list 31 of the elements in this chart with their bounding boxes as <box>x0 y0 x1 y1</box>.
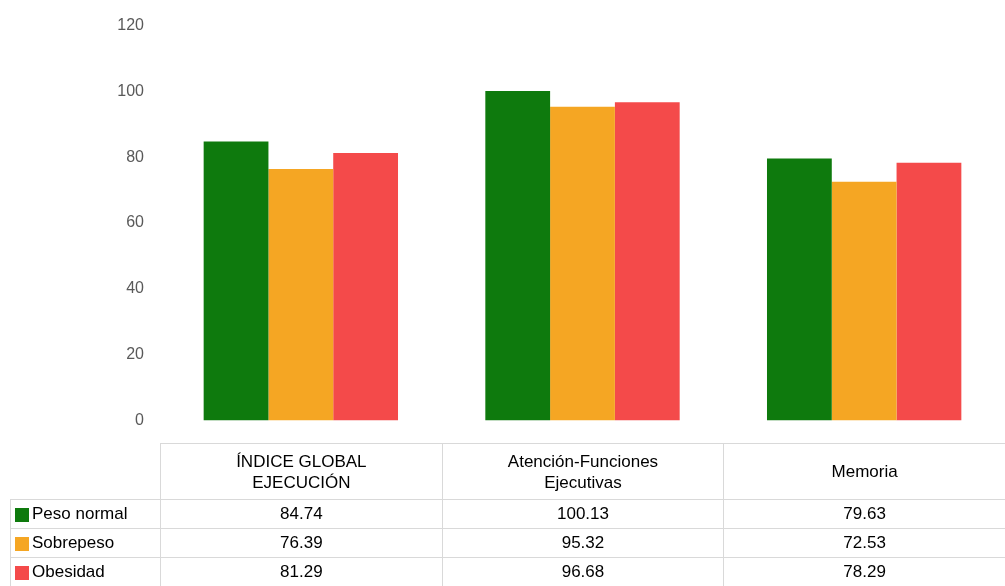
legend-label: Sobrepeso <box>32 533 115 552</box>
bar <box>333 152 399 421</box>
data-label: 78.29 <box>723 557 1005 586</box>
data-label: 95.32 <box>442 528 724 558</box>
data-label: 84.74 <box>160 499 443 529</box>
y-tick-label: 120 <box>117 16 145 34</box>
y-tick-label: 20 <box>126 345 145 363</box>
y-tick-label: 40 <box>126 279 145 297</box>
data-label: 81.29 <box>160 557 443 586</box>
data-label: 100.13 <box>442 499 724 529</box>
bar <box>614 102 680 421</box>
bar <box>896 162 962 421</box>
x-tick-label: Atención-Funciones Ejecutivas <box>442 443 724 500</box>
bar <box>203 141 269 421</box>
legend-label: Peso normal <box>32 504 128 523</box>
y-tick-label: 100 <box>117 81 145 99</box>
bar <box>766 158 832 421</box>
bar <box>550 106 615 421</box>
y-tick-label: 80 <box>126 147 145 165</box>
x-tick-label: Memoria <box>723 443 1005 500</box>
data-label: 96.68 <box>442 557 724 586</box>
data-label: 76.39 <box>160 528 443 558</box>
x-tick-label: ÍNDICE GLOBAL EJECUCIÓN <box>160 443 443 500</box>
legend-label: Obesidad <box>32 562 105 581</box>
bar <box>831 181 897 421</box>
y-tick-label: 0 <box>135 410 145 428</box>
bar <box>268 169 334 421</box>
data-label: 79.63 <box>723 499 1005 529</box>
data-label: 72.53 <box>723 528 1005 558</box>
bar <box>485 90 551 421</box>
y-tick-label: 60 <box>126 213 145 231</box>
